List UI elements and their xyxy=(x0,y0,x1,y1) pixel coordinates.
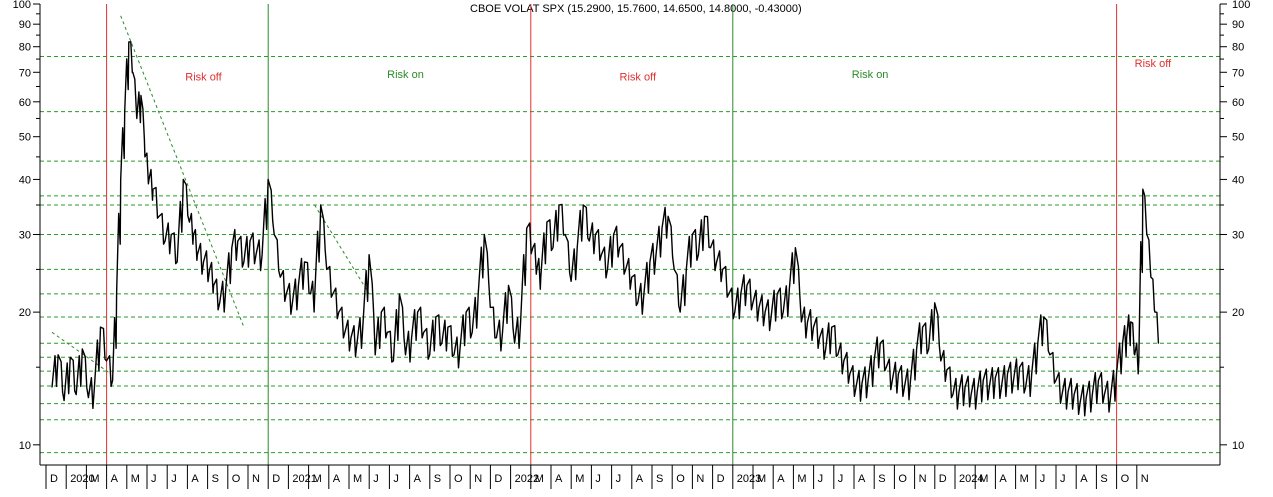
x-tick-label: J xyxy=(818,473,824,485)
x-tick-label: D xyxy=(272,473,280,485)
x-tick-label: 2024 xyxy=(959,473,983,485)
x-tick-label: D xyxy=(50,473,58,485)
x-tick-label: J xyxy=(838,473,844,485)
x-tick-label: A xyxy=(858,473,866,485)
x-tick-label: M xyxy=(757,473,766,485)
x-tick-label: A xyxy=(555,473,563,485)
x-tick-label: D xyxy=(939,473,947,485)
x-tick-label: J xyxy=(616,473,622,485)
annotation-label: Risk off xyxy=(185,72,222,84)
x-tick-label: A xyxy=(191,473,199,485)
trend-lines xyxy=(51,15,370,375)
y-tick-label-right: 60 xyxy=(1232,97,1244,109)
x-tick-label: 2023 xyxy=(737,473,761,485)
annotation-label: Risk off xyxy=(620,72,657,84)
y-tick-label-left: 70 xyxy=(19,67,31,79)
x-tick-label: M xyxy=(535,473,544,485)
x-tick-label: A xyxy=(333,473,341,485)
x-tick-label: N xyxy=(1141,473,1149,485)
y-tick-label-left: 90 xyxy=(19,19,31,31)
x-tick-label: S xyxy=(434,473,441,485)
x-tick-label: O xyxy=(232,473,241,485)
x-tick-label: A xyxy=(111,473,119,485)
y-tick-label-left: 20 xyxy=(19,307,31,319)
x-tick-label: M xyxy=(90,473,99,485)
x-tick-label: O xyxy=(898,473,907,485)
x-tick-label: O xyxy=(676,473,685,485)
y-tick-label-right: 100 xyxy=(1232,0,1250,11)
annotation-label: Risk on xyxy=(387,69,424,81)
y-tick-label-right: 40 xyxy=(1232,174,1244,186)
x-tick-label: A xyxy=(999,473,1007,485)
x-tick-label: O xyxy=(1121,473,1130,485)
y-tick-label-right: 10 xyxy=(1232,440,1244,452)
x-tick-label: A xyxy=(636,473,644,485)
x-tick-label: N xyxy=(252,473,260,485)
chart-title: CBOE VOLAT SPX (15.2900, 15.7600, 14.650… xyxy=(470,3,802,15)
x-tick-label: J xyxy=(171,473,177,485)
x-tick-label: J xyxy=(373,473,379,485)
regime-lines xyxy=(106,4,1118,465)
y-tick-label-right: 30 xyxy=(1232,230,1244,242)
x-tick-label: M xyxy=(131,473,140,485)
y-tick-label-right: 90 xyxy=(1232,19,1244,31)
y-tick-label-right: 80 xyxy=(1232,42,1244,54)
x-tick-label: D xyxy=(494,473,502,485)
x-tick-label: M xyxy=(797,473,806,485)
x-tick-label: 2022 xyxy=(515,473,539,485)
x-tick-label: J xyxy=(1040,473,1046,485)
x-tick-label: N xyxy=(919,473,927,485)
x-tick-label: M xyxy=(313,473,322,485)
x-tick-label: J xyxy=(595,473,601,485)
x-tick-label: N xyxy=(696,473,704,485)
x-tick-label: M xyxy=(575,473,584,485)
x-tick-label: M xyxy=(1020,473,1029,485)
y-tick-label-left: 100 xyxy=(13,0,31,11)
x-tick-label: S xyxy=(1100,473,1107,485)
y-tick-label-left: 10 xyxy=(19,440,31,452)
trend-line xyxy=(120,15,245,328)
x-tick-label: J xyxy=(1060,473,1066,485)
x-tick-label: 2021 xyxy=(292,473,316,485)
y-tick-label-left: 60 xyxy=(19,97,31,109)
x-tick-label: S xyxy=(878,473,885,485)
y-tick-label-left: 80 xyxy=(19,42,31,54)
x-tick-label: M xyxy=(979,473,988,485)
x-tick-label: S xyxy=(212,473,219,485)
series-line xyxy=(51,41,1160,417)
x-tick-label: A xyxy=(1080,473,1088,485)
x-tick-label: A xyxy=(414,473,422,485)
trend-line xyxy=(314,204,370,295)
x-tick-label: N xyxy=(474,473,482,485)
y-tick-label-left: 30 xyxy=(19,230,31,242)
y-tick-label-left: 50 xyxy=(19,132,31,144)
x-tick-label: O xyxy=(454,473,463,485)
y-tick-label-right: 70 xyxy=(1232,67,1244,79)
annotation-label: Risk on xyxy=(852,69,889,81)
x-tick-label: S xyxy=(656,473,663,485)
x-tick-label: 2020 xyxy=(70,473,94,485)
annotation-label: Risk off xyxy=(1135,58,1172,70)
y-tick-label-right: 20 xyxy=(1232,307,1244,319)
x-tick-label: J xyxy=(393,473,399,485)
annotations: Risk off Risk on Risk off Risk on Risk off xyxy=(185,58,1172,84)
y-tick-label-right: 50 xyxy=(1232,132,1244,144)
grid-levels xyxy=(40,56,1220,466)
y-tick-label-left: 40 xyxy=(19,174,31,186)
x-tick-label: D xyxy=(717,473,725,485)
x-tick-label: A xyxy=(777,473,785,485)
x-tick-label: M xyxy=(353,473,362,485)
x-tick-label: J xyxy=(151,473,157,485)
price-series xyxy=(51,41,1160,417)
